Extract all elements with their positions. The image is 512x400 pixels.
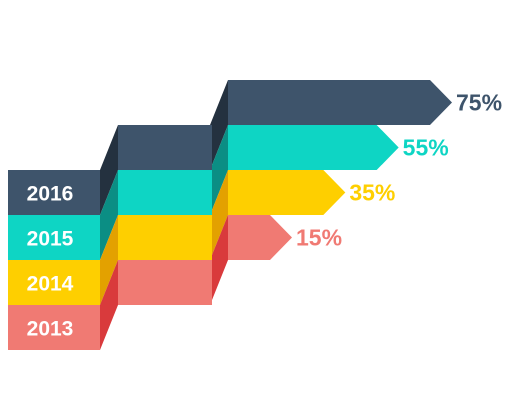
bar-front-faces (8, 80, 452, 350)
value-label-2015: 55% (403, 135, 449, 161)
bar-step-2014-1 (8, 260, 100, 305)
category-label-2013: 2013 (27, 318, 74, 341)
bar-step-2013-2 (118, 260, 212, 305)
bar-riser-2014-a (100, 215, 118, 305)
bar-riser-2014-b (210, 170, 228, 260)
bar-riser-2016-b (210, 80, 228, 170)
value-label-2014: 35% (349, 180, 395, 206)
bar-riser-2013-b (210, 215, 228, 305)
bar-step-2015-1 (8, 215, 100, 260)
value-label-2016: 75% (456, 90, 502, 116)
bar-riser-2013-a (100, 260, 118, 350)
bar-arrow-2014 (228, 170, 346, 215)
bar-riser-2016-a (100, 125, 118, 215)
category-label-2014: 2014 (27, 273, 74, 296)
bar-step-2014-2 (118, 215, 212, 260)
bar-side-faces (100, 80, 228, 350)
category-label-2016: 2016 (27, 183, 74, 206)
bar-riser-2015-b (210, 125, 228, 215)
bar-step-2016-1 (8, 170, 100, 215)
bar-arrow-2016 (228, 80, 452, 125)
chart-labels: 2016 75% 2015 55% 2014 35% 2013 15% (27, 90, 502, 341)
bar-riser-2015-a (100, 170, 118, 260)
bar-step-2016-2 (118, 125, 212, 170)
category-label-2015: 2015 (27, 228, 74, 251)
value-label-2013: 15% (296, 225, 342, 251)
bar-arrow-2015 (228, 125, 399, 170)
bar-step-2013-1 (8, 305, 100, 350)
bar-arrow-2013 (228, 215, 292, 260)
bar-step-2015-2 (118, 170, 212, 215)
